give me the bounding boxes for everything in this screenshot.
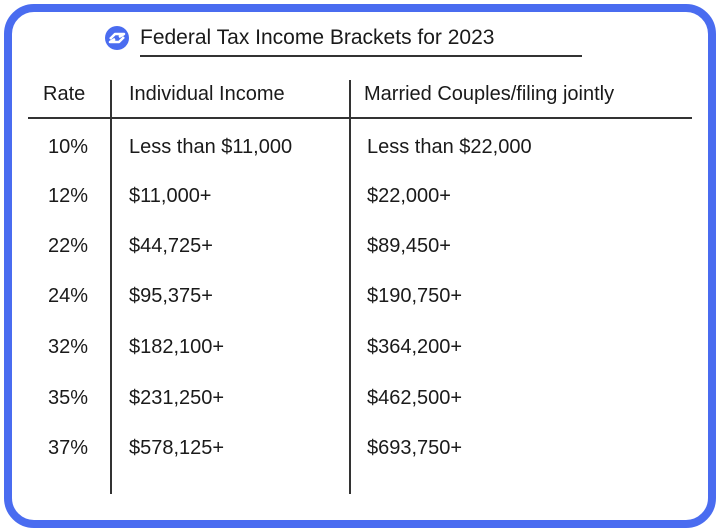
rate-cell: 12% [48, 185, 89, 207]
rate-cell: 32% [48, 336, 89, 358]
individual-income-cell: $11,000+ [129, 185, 212, 207]
rate-cell: 35% [48, 387, 89, 409]
rate-cell: 24% [48, 285, 89, 307]
married-income-cell: $693,750+ [367, 437, 463, 459]
individual-income-cell: Less than $11,000 [129, 136, 293, 158]
title: Federal Tax Income Brackets for 2023 [104, 22, 494, 54]
rate-cell: 10% [48, 136, 89, 158]
married-income-cell: $190,750+ [367, 285, 463, 307]
married-income-cell: $462,500+ [367, 387, 463, 409]
header-married: Married Couples/filing jointly [364, 83, 615, 105]
tax-bracket-card [4, 4, 716, 528]
individual-income-cell: $231,250+ [129, 387, 225, 409]
column-divider [110, 80, 112, 494]
page-title: Federal Tax Income Brackets for 2023 [140, 26, 495, 49]
header-divider [28, 117, 692, 119]
column-divider [349, 80, 351, 494]
married-income-cell: $89,450+ [367, 235, 451, 257]
header-rate: Rate [43, 83, 86, 105]
married-income-cell: $22,000+ [367, 185, 451, 207]
individual-income-cell: $182,100+ [129, 336, 225, 358]
logo-icon [105, 26, 129, 50]
rate-cell: 37% [48, 437, 89, 459]
individual-income-cell: $44,725+ [129, 235, 213, 257]
header-individual: Individual Income [129, 83, 285, 105]
individual-income-cell: $95,375+ [129, 285, 213, 307]
married-income-cell: $364,200+ [367, 336, 463, 358]
rate-cell: 22% [48, 235, 89, 257]
married-income-cell: Less than $22,000 [367, 136, 532, 158]
title-underline [140, 55, 582, 57]
individual-income-cell: $578,125+ [129, 437, 225, 459]
